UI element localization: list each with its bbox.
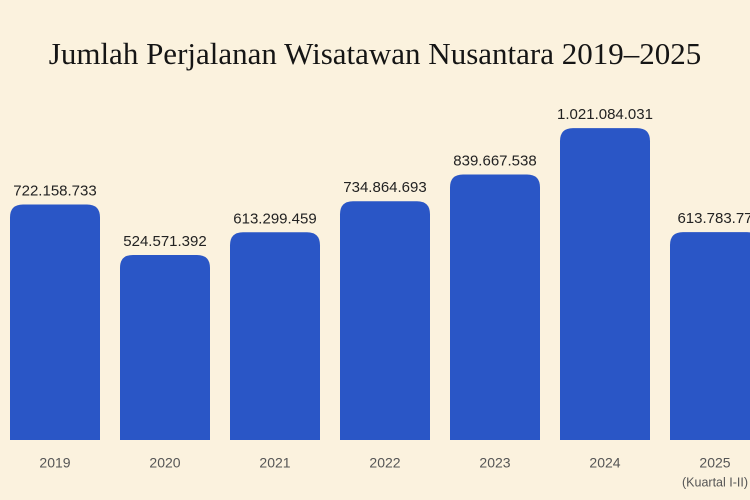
bar xyxy=(10,204,100,440)
chart-title: Jumlah Perjalanan Wisatawan Nusantara 20… xyxy=(49,36,701,71)
x-tick-label: 2025 xyxy=(699,455,730,471)
bar xyxy=(670,232,750,440)
x-tick-label: 2021 xyxy=(259,455,290,471)
value-label: 722.158.733 xyxy=(13,182,96,199)
value-label: 734.864.693 xyxy=(343,179,426,196)
bar xyxy=(120,254,210,440)
x-tick-label: 2022 xyxy=(369,455,400,471)
bar xyxy=(450,174,540,440)
value-label: 524.571.392 xyxy=(123,233,206,250)
bar xyxy=(560,128,650,440)
x-tick-label: 2024 xyxy=(589,455,620,471)
value-label: 613.299.459 xyxy=(233,210,316,227)
x-tick-label: 2020 xyxy=(149,455,180,471)
value-label: 613.783.77 xyxy=(677,210,750,227)
x-tick-label: 2023 xyxy=(479,455,510,471)
x-tick-label: 2019 xyxy=(39,455,70,471)
bar xyxy=(340,201,430,440)
bar xyxy=(230,232,320,440)
value-label: 839.667.538 xyxy=(453,152,536,169)
value-label: 1.021.084.031 xyxy=(557,106,653,123)
category-note: (Kuartal I-II) xyxy=(682,475,748,489)
